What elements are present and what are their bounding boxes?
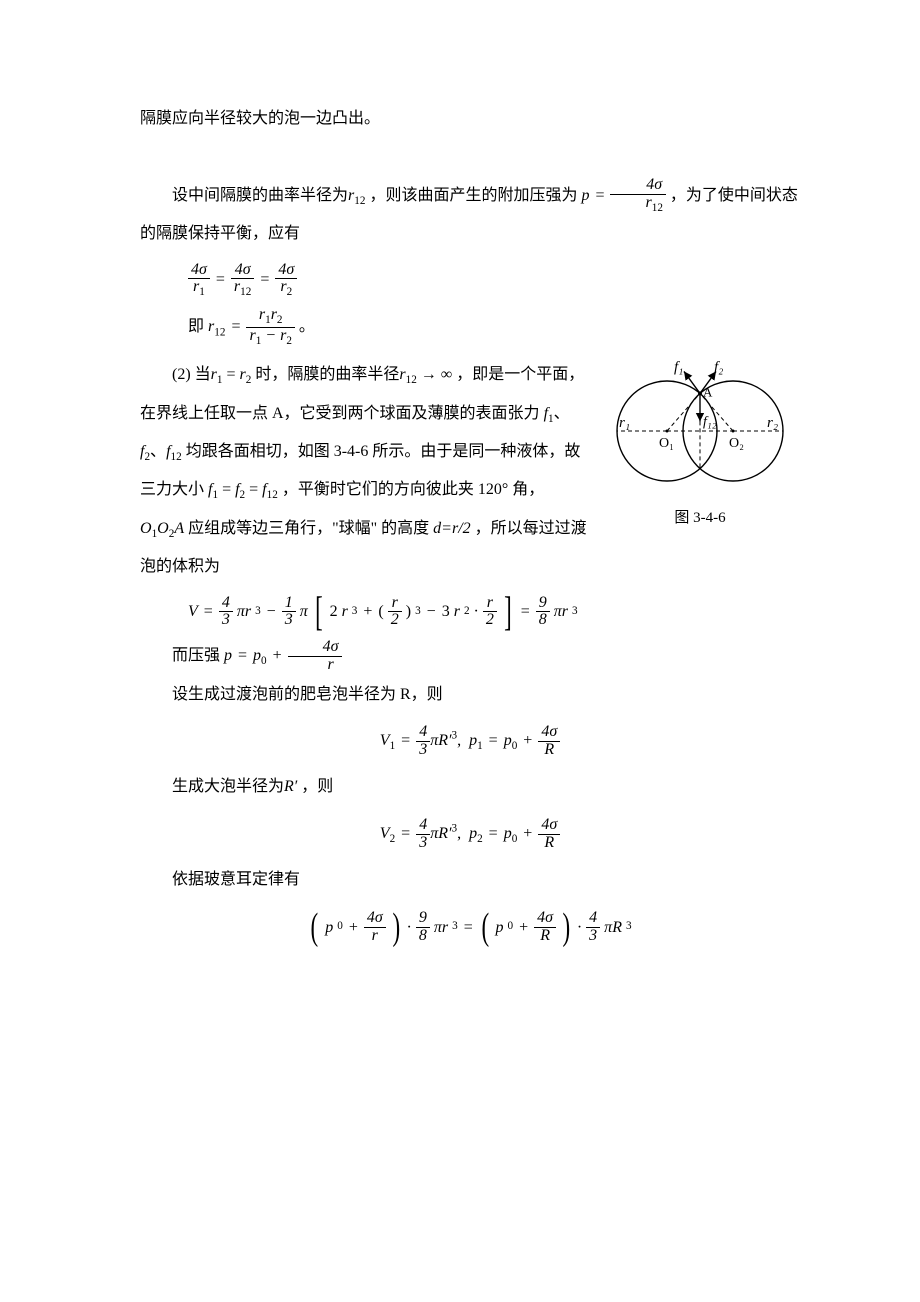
svg-text:O₂: O₂ [729, 436, 744, 451]
equation-block-2: 即 r12 = r1r2r1 − r2 。 [188, 307, 800, 348]
text: ，则 [301, 778, 333, 795]
svg-text:f₁: f₁ [674, 360, 683, 376]
equation-v2: V2 = 43πR′3, p2 = p0 + 4σR [140, 817, 800, 852]
svg-text:A: A [703, 385, 713, 400]
figure-caption: 图 3-4-6 [600, 500, 800, 536]
d-eq: d=r/2 [433, 520, 470, 537]
equation-v1: V1 = 43πR′3, p1 = p0 + 4σR [140, 724, 800, 759]
text: 设中间隔膜的曲率半径为 [172, 187, 348, 204]
figure-svg: f₁ f₂Ar₁ r₂ O₁ O₂ f₁₂ [605, 356, 795, 486]
paragraph-2: 设中间隔膜的曲率半径为r12 ，则该曲面产生的附加压强为 p = 4σr12 ，… [140, 177, 800, 254]
paragraph-1: 隔膜应向半径较大的泡一边凸出。 [140, 100, 800, 138]
svg-text:r₂: r₂ [767, 415, 778, 431]
paragraph-5: 设生成过渡泡前的肥皂泡半径为 R，则 [140, 676, 800, 714]
svg-text:f₂: f₂ [714, 360, 723, 376]
equation-block-1: 4σr1 = 4σr12 = 4σr2 [188, 262, 800, 300]
svg-text:f₁₂: f₁₂ [703, 415, 717, 430]
equation-volume: V = 43πr3 − 13π [ 2r3 + (r2)3 − 3r2 · r2… [188, 595, 800, 630]
period: 。 [299, 318, 315, 335]
sep: 、 [150, 443, 166, 460]
text: 而压强 [172, 647, 220, 664]
equation-boyle: ( p0 + 4σr ) ·98πr3 = ( p0 + 4σR ) ·43πR… [140, 910, 800, 945]
text: ，则该曲面产生的附加压强为 [369, 187, 577, 204]
text: 生成大泡半径为 [172, 778, 284, 795]
text: ，平衡时它们的方向彼此夹 120° 角， [282, 481, 544, 498]
paragraph-7: 依据玻意耳定律有 [140, 861, 800, 899]
svg-text:O₁: O₁ [659, 436, 674, 451]
paragraph-6: 生成大泡半径为R′ ，则 [140, 768, 800, 806]
sep: 、 [554, 405, 570, 422]
text: 时，隔膜的曲率半径 [255, 366, 399, 383]
figure-3-4-6: f₁ f₂Ar₁ r₂ O₁ O₂ f₁₂ 图 3-4-6 [600, 356, 800, 536]
text: 应组成等边三角行，"球幅" 的高度 [188, 520, 433, 537]
label-ji: 即 [188, 318, 204, 335]
svg-text:r₁: r₁ [619, 415, 630, 431]
text: (2) 当 [172, 366, 211, 383]
paragraph-4: 而压强 p = p0 + 4σr [140, 637, 800, 675]
